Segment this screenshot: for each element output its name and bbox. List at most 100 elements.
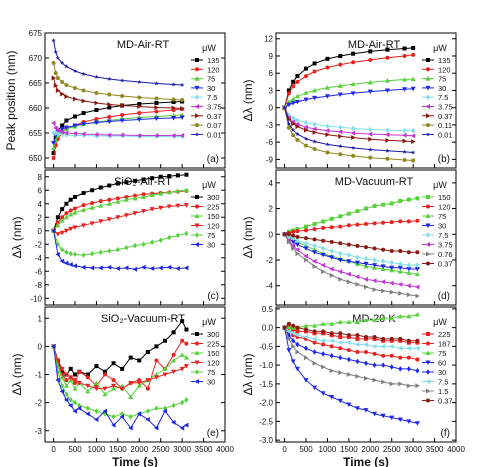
data-point (154, 96, 159, 101)
legend-label: 0.76 (438, 250, 453, 259)
data-point (389, 415, 395, 421)
data-point (295, 74, 300, 79)
legend-entry: 75 (422, 349, 446, 358)
data-point (85, 383, 91, 389)
data-point (364, 255, 368, 262)
legend-label: 3.75 (438, 241, 453, 250)
data-point (389, 315, 395, 321)
data-point (338, 53, 343, 58)
legend-marker (194, 360, 200, 365)
data-point (98, 185, 103, 190)
series-30 (282, 324, 420, 374)
y-tick-label: 0 (269, 230, 274, 239)
series-150 (51, 343, 189, 399)
data-point (325, 142, 330, 147)
legend-label: 30 (207, 241, 215, 250)
data-point (141, 264, 146, 270)
data-point (175, 266, 180, 272)
data-point (346, 259, 352, 264)
data-point (98, 249, 103, 256)
data-point (180, 106, 185, 111)
data-point (354, 319, 360, 324)
legend-title: μW (202, 317, 216, 327)
data-point (158, 205, 164, 211)
data-point (338, 241, 343, 246)
data-point (389, 265, 395, 271)
data-point (55, 128, 60, 133)
series-line (284, 314, 418, 329)
data-point (415, 262, 420, 268)
data-point (93, 417, 99, 422)
data-point (153, 133, 159, 138)
data-point (60, 382, 65, 389)
data-point (111, 413, 116, 420)
data-point (179, 115, 185, 120)
data-point (325, 123, 330, 129)
data-point (312, 61, 317, 66)
data-point (294, 366, 300, 372)
data-point (380, 315, 386, 321)
data-point (136, 380, 142, 386)
data-point (63, 228, 69, 234)
legend-entry: 225 (422, 330, 451, 339)
data-point (291, 133, 296, 138)
panel-label: (d) (438, 291, 450, 302)
y-tick-label: -1.5 (259, 380, 273, 389)
legend-entry: 0.11 (422, 121, 452, 130)
legend-entry: 120 (191, 222, 220, 231)
data-point (368, 126, 373, 133)
panel-a: 650 655 660 665 670 675 MD-Air-RT (a) Peak posit… (4, 29, 226, 169)
data-point (94, 364, 99, 369)
data-point (346, 211, 351, 216)
data-point (90, 188, 95, 193)
data-point (55, 377, 60, 383)
data-point (312, 329, 317, 334)
data-point (295, 234, 300, 239)
data-point (137, 104, 142, 109)
data-point (338, 250, 343, 257)
data-point (175, 232, 180, 239)
data-point (73, 380, 77, 385)
data-point (294, 93, 300, 99)
data-point (389, 353, 394, 358)
series-120 (282, 52, 416, 110)
legend-entry: 120 (422, 203, 451, 212)
data-point (73, 96, 78, 102)
data-point (303, 90, 309, 95)
data-point (329, 216, 334, 221)
data-point (294, 242, 300, 248)
data-point (381, 258, 386, 265)
data-point (85, 388, 91, 394)
series-line (284, 107, 414, 143)
data-point (93, 380, 99, 385)
data-point (303, 97, 309, 103)
legend-entry: 120 (422, 65, 451, 74)
data-point (329, 344, 334, 349)
legend-marker (426, 332, 430, 336)
data-point (124, 195, 129, 199)
legend-entry: 3.75 (191, 103, 222, 112)
data-point (93, 132, 99, 137)
data-point (389, 259, 394, 266)
data-point (85, 372, 90, 377)
data-point (295, 131, 300, 136)
legend-label: 120 (207, 359, 220, 368)
legend-marker (425, 76, 431, 81)
data-point (55, 358, 61, 363)
y-tick-label: -2 (35, 399, 43, 408)
data-point (415, 250, 420, 255)
data-point (355, 222, 360, 227)
data-point (158, 174, 163, 179)
data-point (154, 81, 159, 86)
data-point (136, 411, 142, 417)
legend-marker (195, 369, 199, 375)
data-point (68, 226, 74, 232)
data-point (304, 127, 309, 133)
legend-label: 120 (438, 203, 451, 212)
data-point (132, 211, 138, 216)
plot-frame (275, 306, 457, 443)
data-point (291, 233, 296, 238)
data-point (63, 130, 69, 136)
x-tick-label: 3000 (173, 445, 191, 454)
y-tick-label: 665 (29, 79, 43, 88)
